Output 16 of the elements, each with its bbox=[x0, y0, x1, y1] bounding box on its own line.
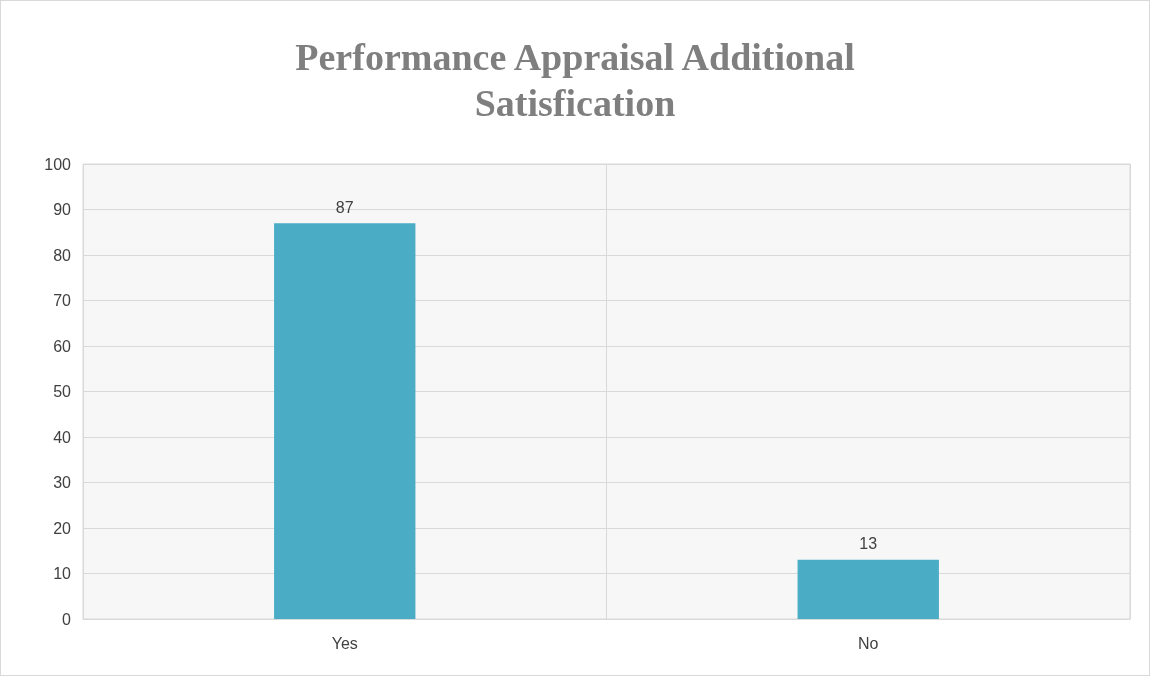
x-tick-label: Yes bbox=[331, 634, 358, 652]
data-label: 87 bbox=[335, 198, 354, 216]
y-tick-label: 0 bbox=[62, 610, 72, 628]
y-tick-label: 10 bbox=[53, 565, 72, 582]
y-tick-label: 60 bbox=[53, 337, 72, 355]
x-tick-label: No bbox=[858, 634, 879, 652]
data-label: 13 bbox=[859, 535, 878, 553]
y-tick-label: 100 bbox=[44, 155, 72, 173]
y-tick-label: 40 bbox=[53, 428, 72, 446]
y-tick-label: 30 bbox=[53, 474, 72, 491]
chart-title: Performance Appraisal Additional Satisfication bbox=[295, 36, 855, 124]
y-tick-label: 20 bbox=[53, 519, 72, 537]
y-tick-label: 70 bbox=[53, 292, 72, 309]
y-tick-label: 50 bbox=[53, 383, 72, 400]
y-tick-label: 80 bbox=[53, 246, 72, 264]
y-tick-label: 90 bbox=[53, 201, 72, 218]
